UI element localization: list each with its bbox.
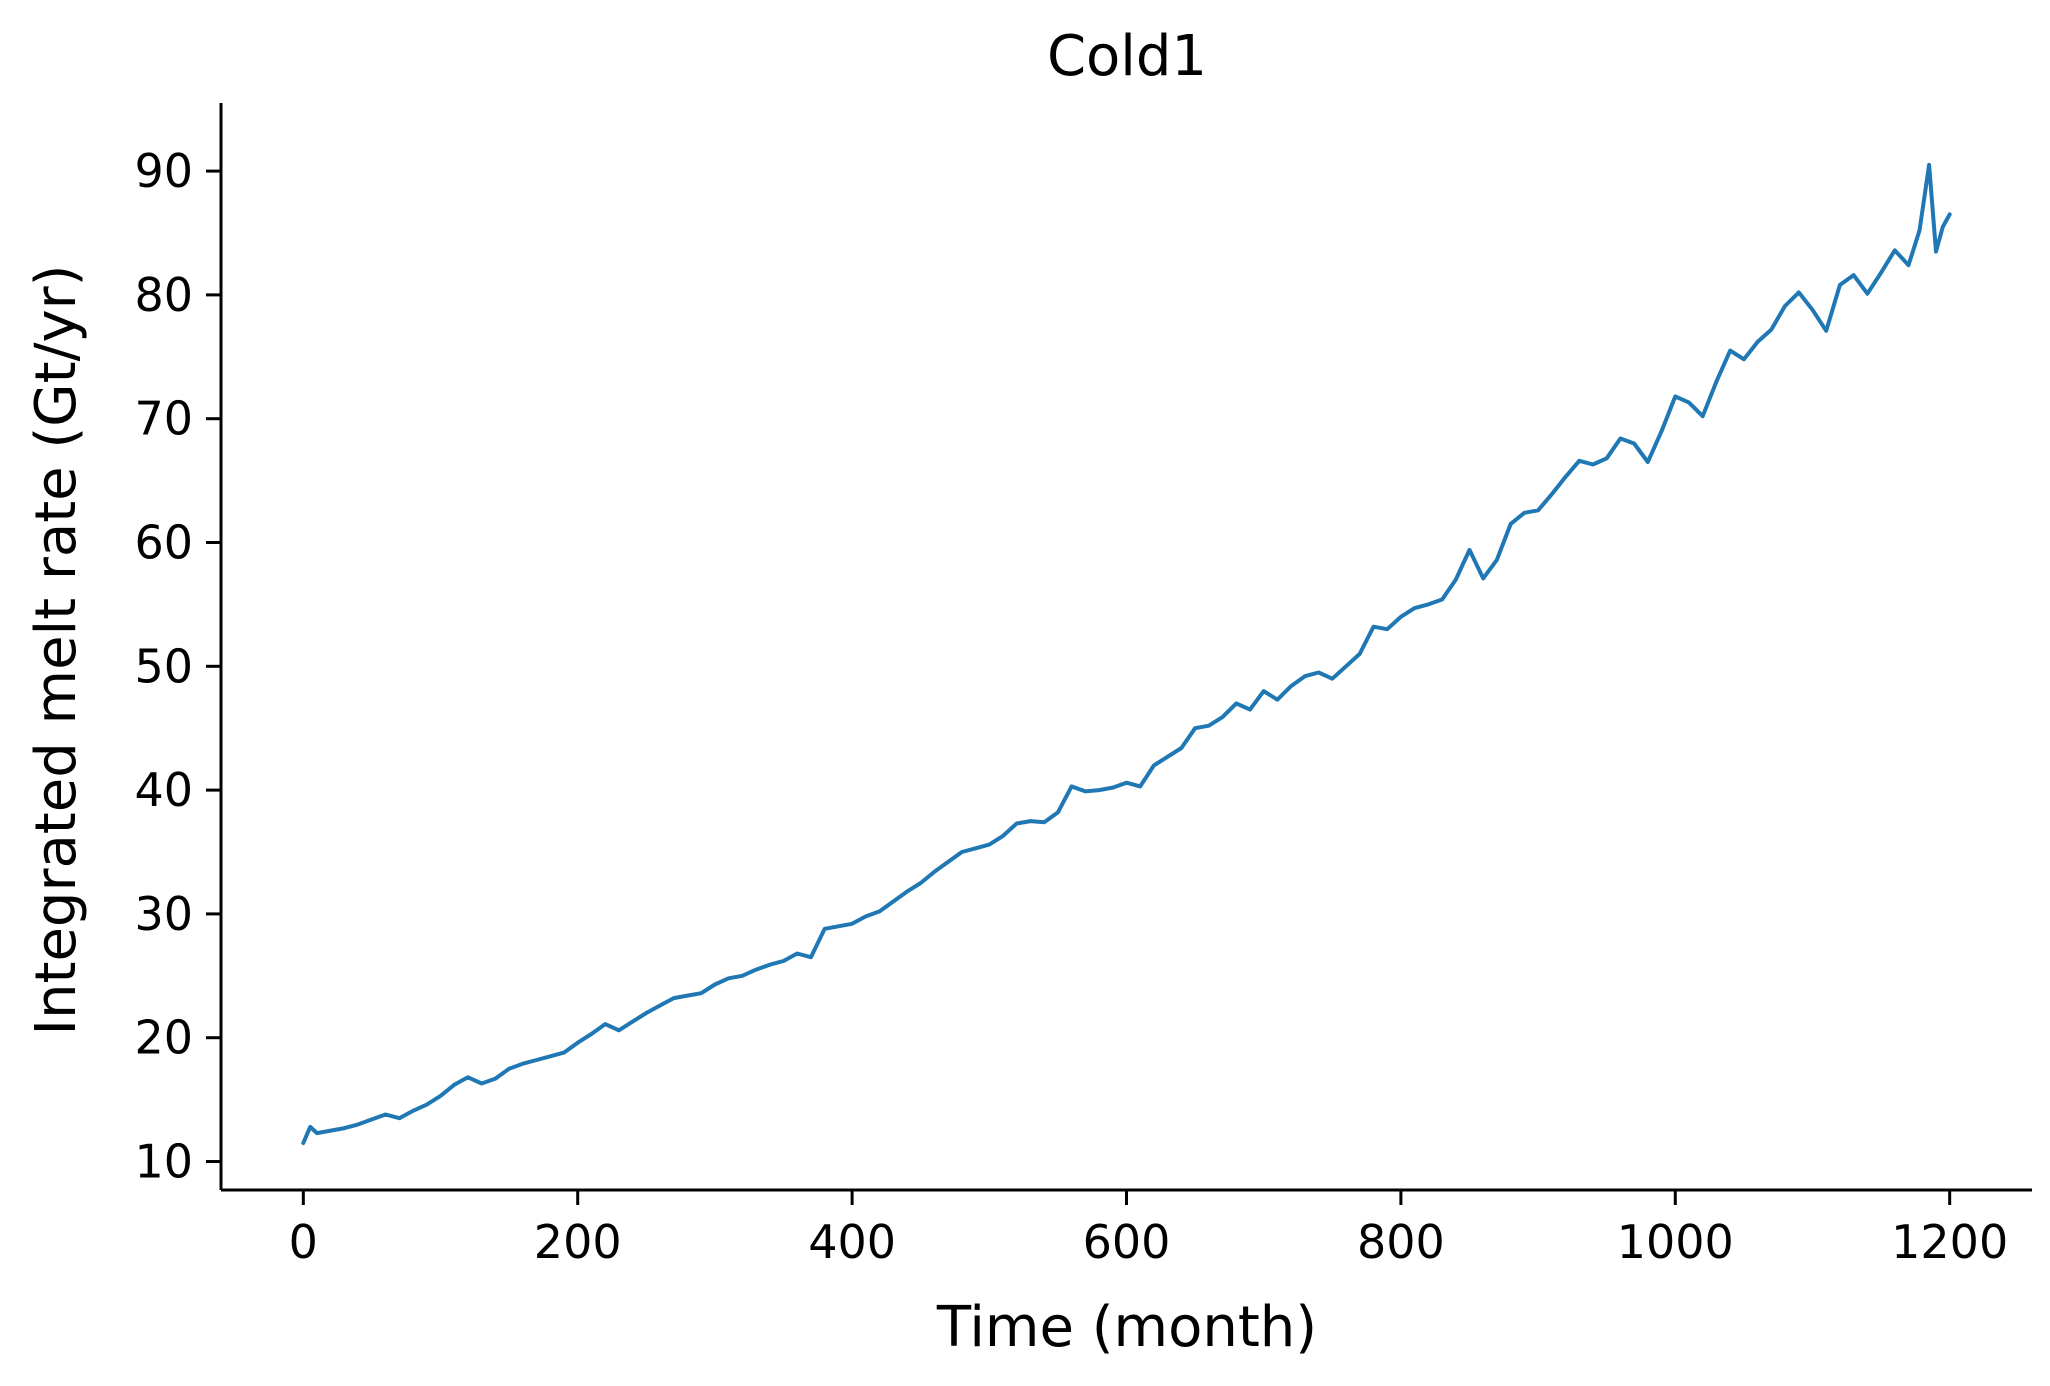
y-tick-label: 20 [134, 1011, 193, 1065]
axes-layer: 0 200 400 600 800 1000 1200 10 20 30 40 50 60 70 80 90 [134, 103, 2032, 1269]
y-axis-title: Integrated melt rate (Gt/yr) [24, 264, 89, 1035]
x-tick-label: 1000 [1617, 1215, 1734, 1269]
x-tick-label: 600 [1083, 1215, 1171, 1269]
y-tick-label: 60 [134, 516, 193, 570]
x-tick-label: 0 [289, 1215, 318, 1269]
y-tick-label: 30 [134, 887, 193, 941]
x-axis-title: Time (month) [936, 1295, 1317, 1360]
plot-layer [301, 162, 1952, 1145]
series-line-0 [301, 162, 1952, 1145]
x-tick-label: 400 [808, 1215, 896, 1269]
x-tick-label: 800 [1357, 1215, 1445, 1269]
y-tick-label: 40 [134, 763, 193, 817]
y-tick-label: 70 [134, 392, 193, 446]
y-tick-label: 50 [134, 639, 193, 693]
chart-title: Cold1 [1047, 24, 1207, 89]
x-tick-label: 1200 [1891, 1215, 2008, 1269]
y-tick-label: 90 [134, 144, 193, 198]
x-tick-label: 200 [534, 1215, 622, 1269]
y-tick-label: 10 [134, 1135, 193, 1189]
y-tick-label: 80 [134, 268, 193, 322]
